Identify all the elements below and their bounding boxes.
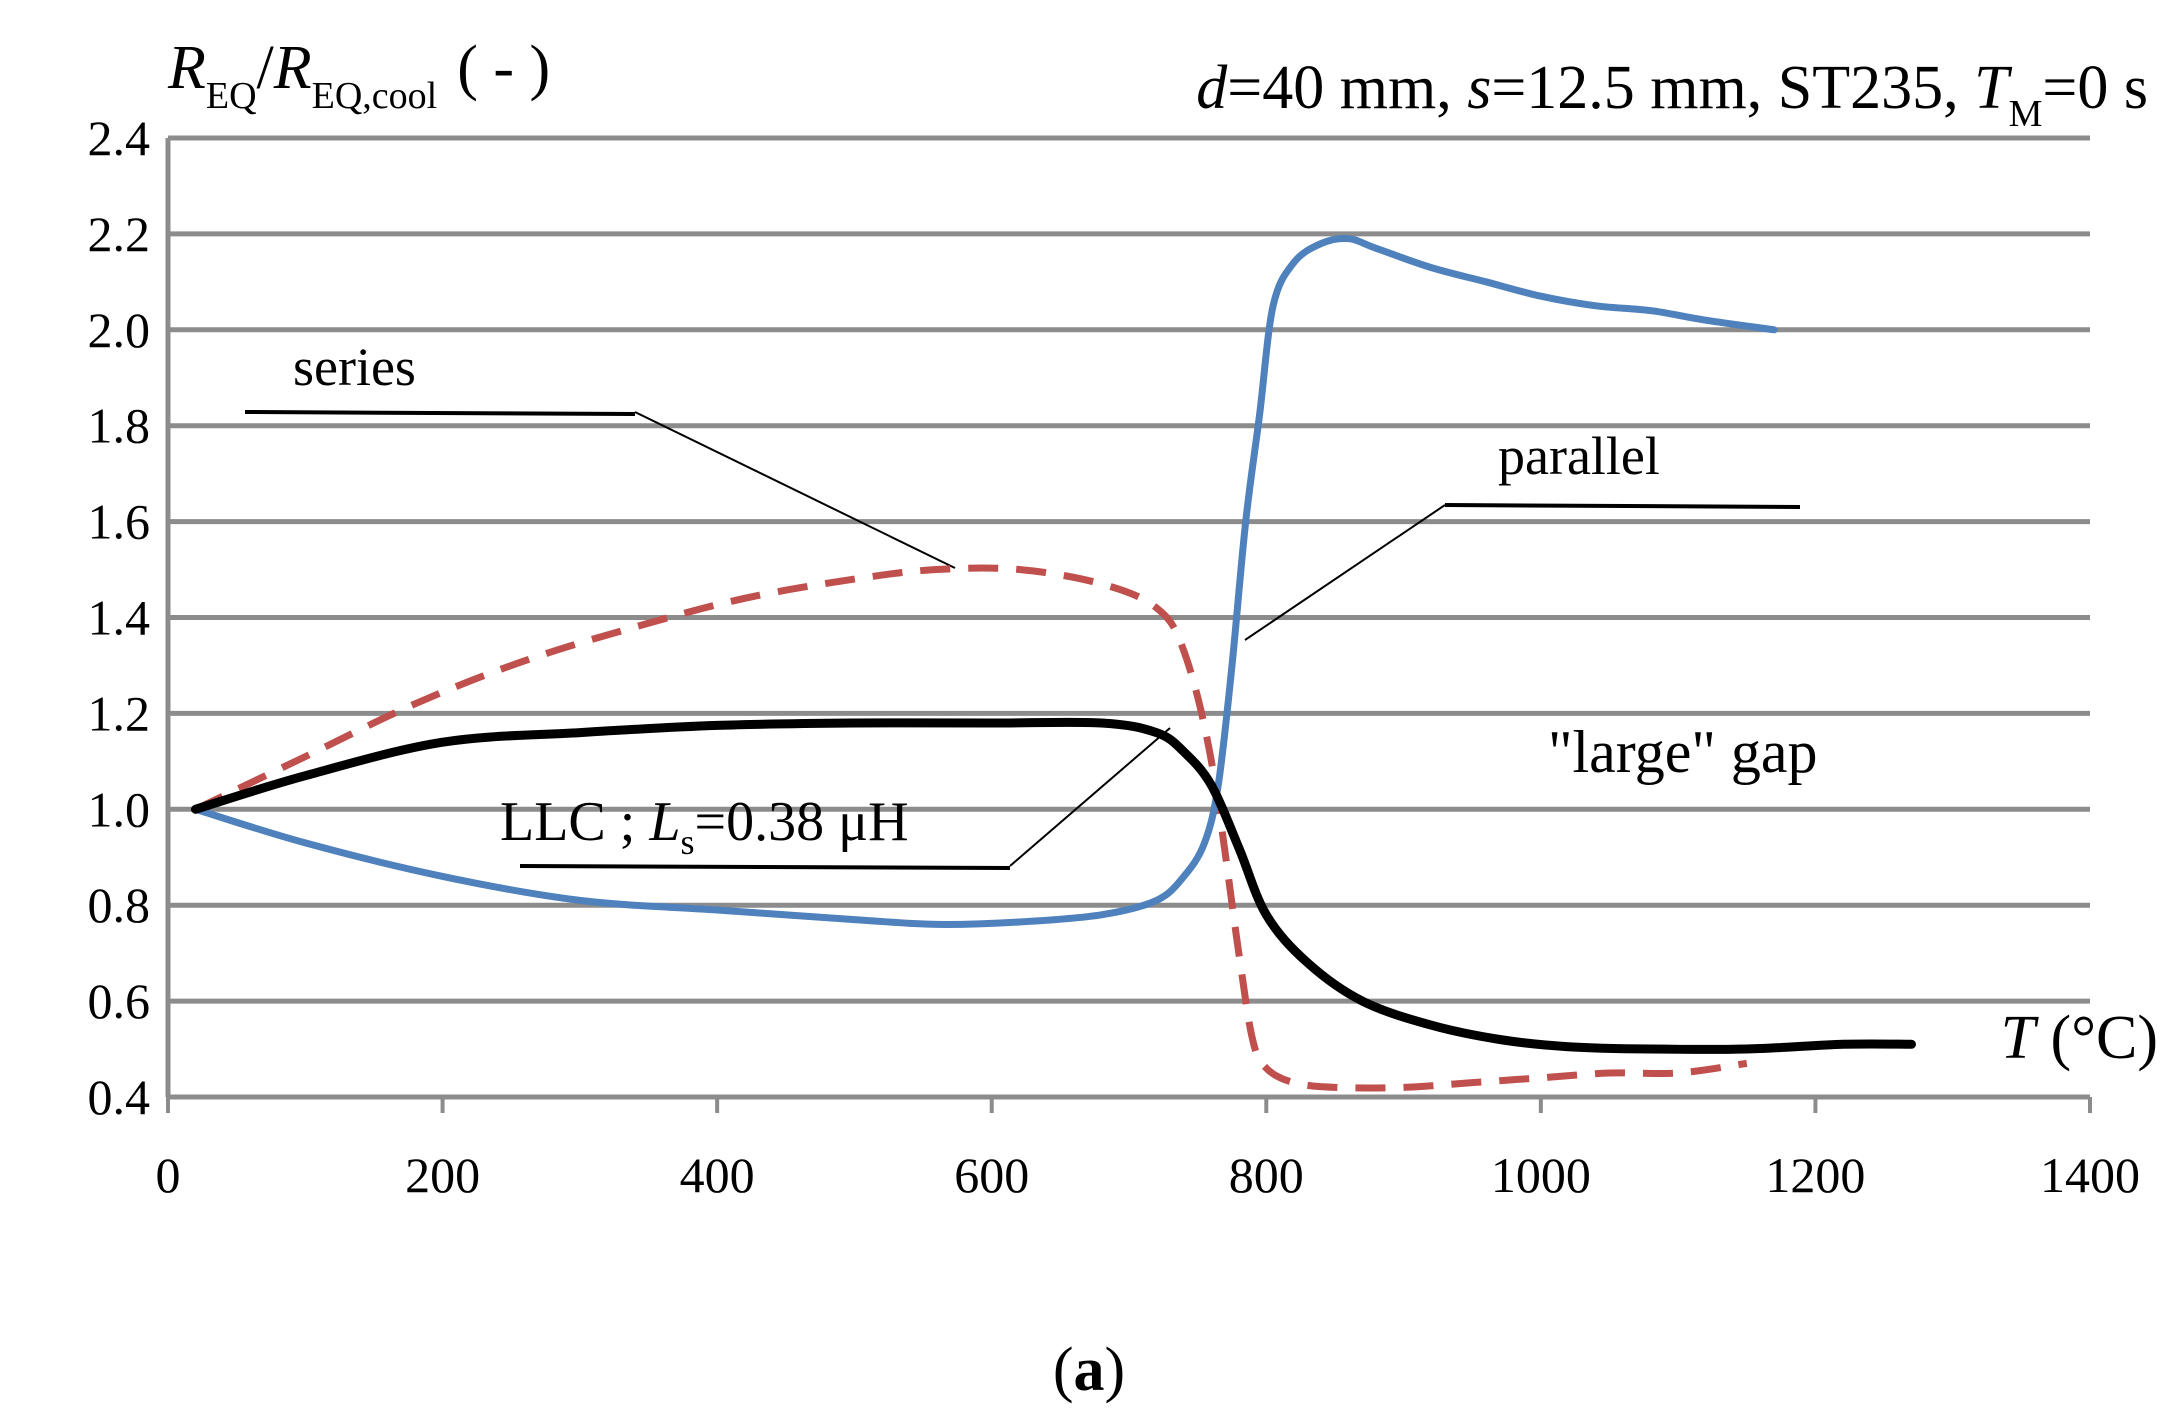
- parallel-leader-line: [1444, 503, 1801, 509]
- axes: [165, 138, 2092, 1113]
- parallel-label: parallel: [1498, 426, 1660, 486]
- y-tick-label: 1.6: [88, 494, 151, 550]
- y-tick-label: 1.8: [88, 398, 151, 454]
- x-tick-label: 1000: [1491, 1147, 1591, 1203]
- x-axis-title: T (°C): [2001, 1004, 2158, 1072]
- series-line-llc: [191, 717, 1916, 1054]
- x-tick-label: 600: [954, 1147, 1029, 1203]
- x-tick-label: 1400: [2040, 1147, 2140, 1203]
- y-axis-title: REQ/REQ,cool( - ): [167, 34, 550, 117]
- y-tick-label: 2.4: [88, 110, 151, 166]
- x-tick-label: 800: [1229, 1147, 1304, 1203]
- y-tick-label: 1.0: [88, 781, 151, 837]
- x-tick-label: 200: [405, 1147, 480, 1203]
- y-tick-labels: 0.4 0.6 0.8 1.0 1.2 1.4 1.6 1.8 2.0 2.2 2.4: [88, 110, 151, 1125]
- figure-caption: (a): [1053, 1336, 1125, 1404]
- y-tick-label: 1.2: [88, 685, 151, 741]
- x-tick-label: 400: [680, 1147, 755, 1203]
- x-tick-label: 0: [156, 1147, 181, 1203]
- y-tick-label: 0.8: [88, 877, 151, 933]
- chart-subtitle: d=40 mm, s=12.5 mm, ST235, TM=0 s: [1196, 54, 2148, 135]
- data-series: [191, 235, 1916, 1092]
- parallel-leader-pointer: [1244, 504, 1446, 641]
- y-tick-label: 0.4: [88, 1069, 151, 1125]
- y-tick-label: 0.6: [88, 973, 151, 1029]
- series-line-parallel: [192, 235, 1778, 928]
- llc-leader-pointer: [1009, 727, 1171, 867]
- llc-leader-line: [519, 864, 1011, 870]
- x-tick-labels: 0 200 400 600 800 1000 1200 1400: [156, 1147, 2141, 1203]
- y-tick-label: 2.0: [88, 302, 151, 358]
- y-tick-label: 1.4: [88, 590, 151, 646]
- series-label: series: [293, 337, 416, 397]
- series-line-series: [193, 564, 1748, 1092]
- series-leader-line: [244, 410, 636, 416]
- gridlines: [168, 135, 2090, 1004]
- series-leader-pointer: [634, 411, 956, 569]
- llc-label: LLC ; Ls=0.38 μH: [500, 791, 909, 862]
- x-tick-label: 1200: [1765, 1147, 1865, 1203]
- y-tick-label: 2.2: [88, 206, 151, 262]
- leader-lines: [244, 410, 1801, 870]
- gap-label: "large" gap: [1548, 719, 1817, 785]
